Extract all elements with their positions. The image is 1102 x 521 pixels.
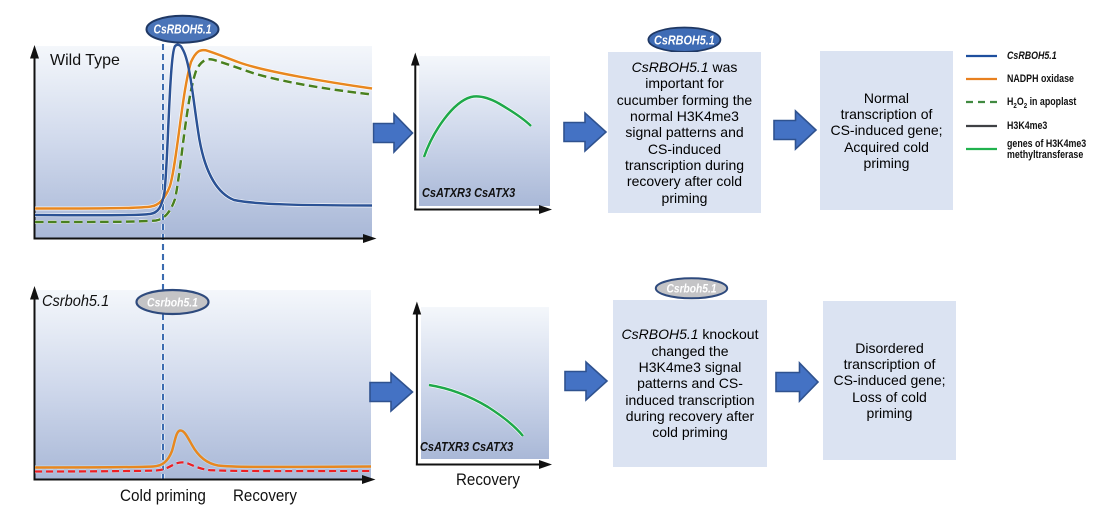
svg-text:Csrboh5.1: Csrboh5.1	[147, 297, 198, 310]
svg-text:CsRBOH5.1: CsRBOH5.1	[654, 32, 715, 47]
svg-text:CsRBOH5.1: CsRBOH5.1	[154, 24, 212, 37]
svg-text:Csrboh5.1: Csrboh5.1	[666, 283, 716, 296]
